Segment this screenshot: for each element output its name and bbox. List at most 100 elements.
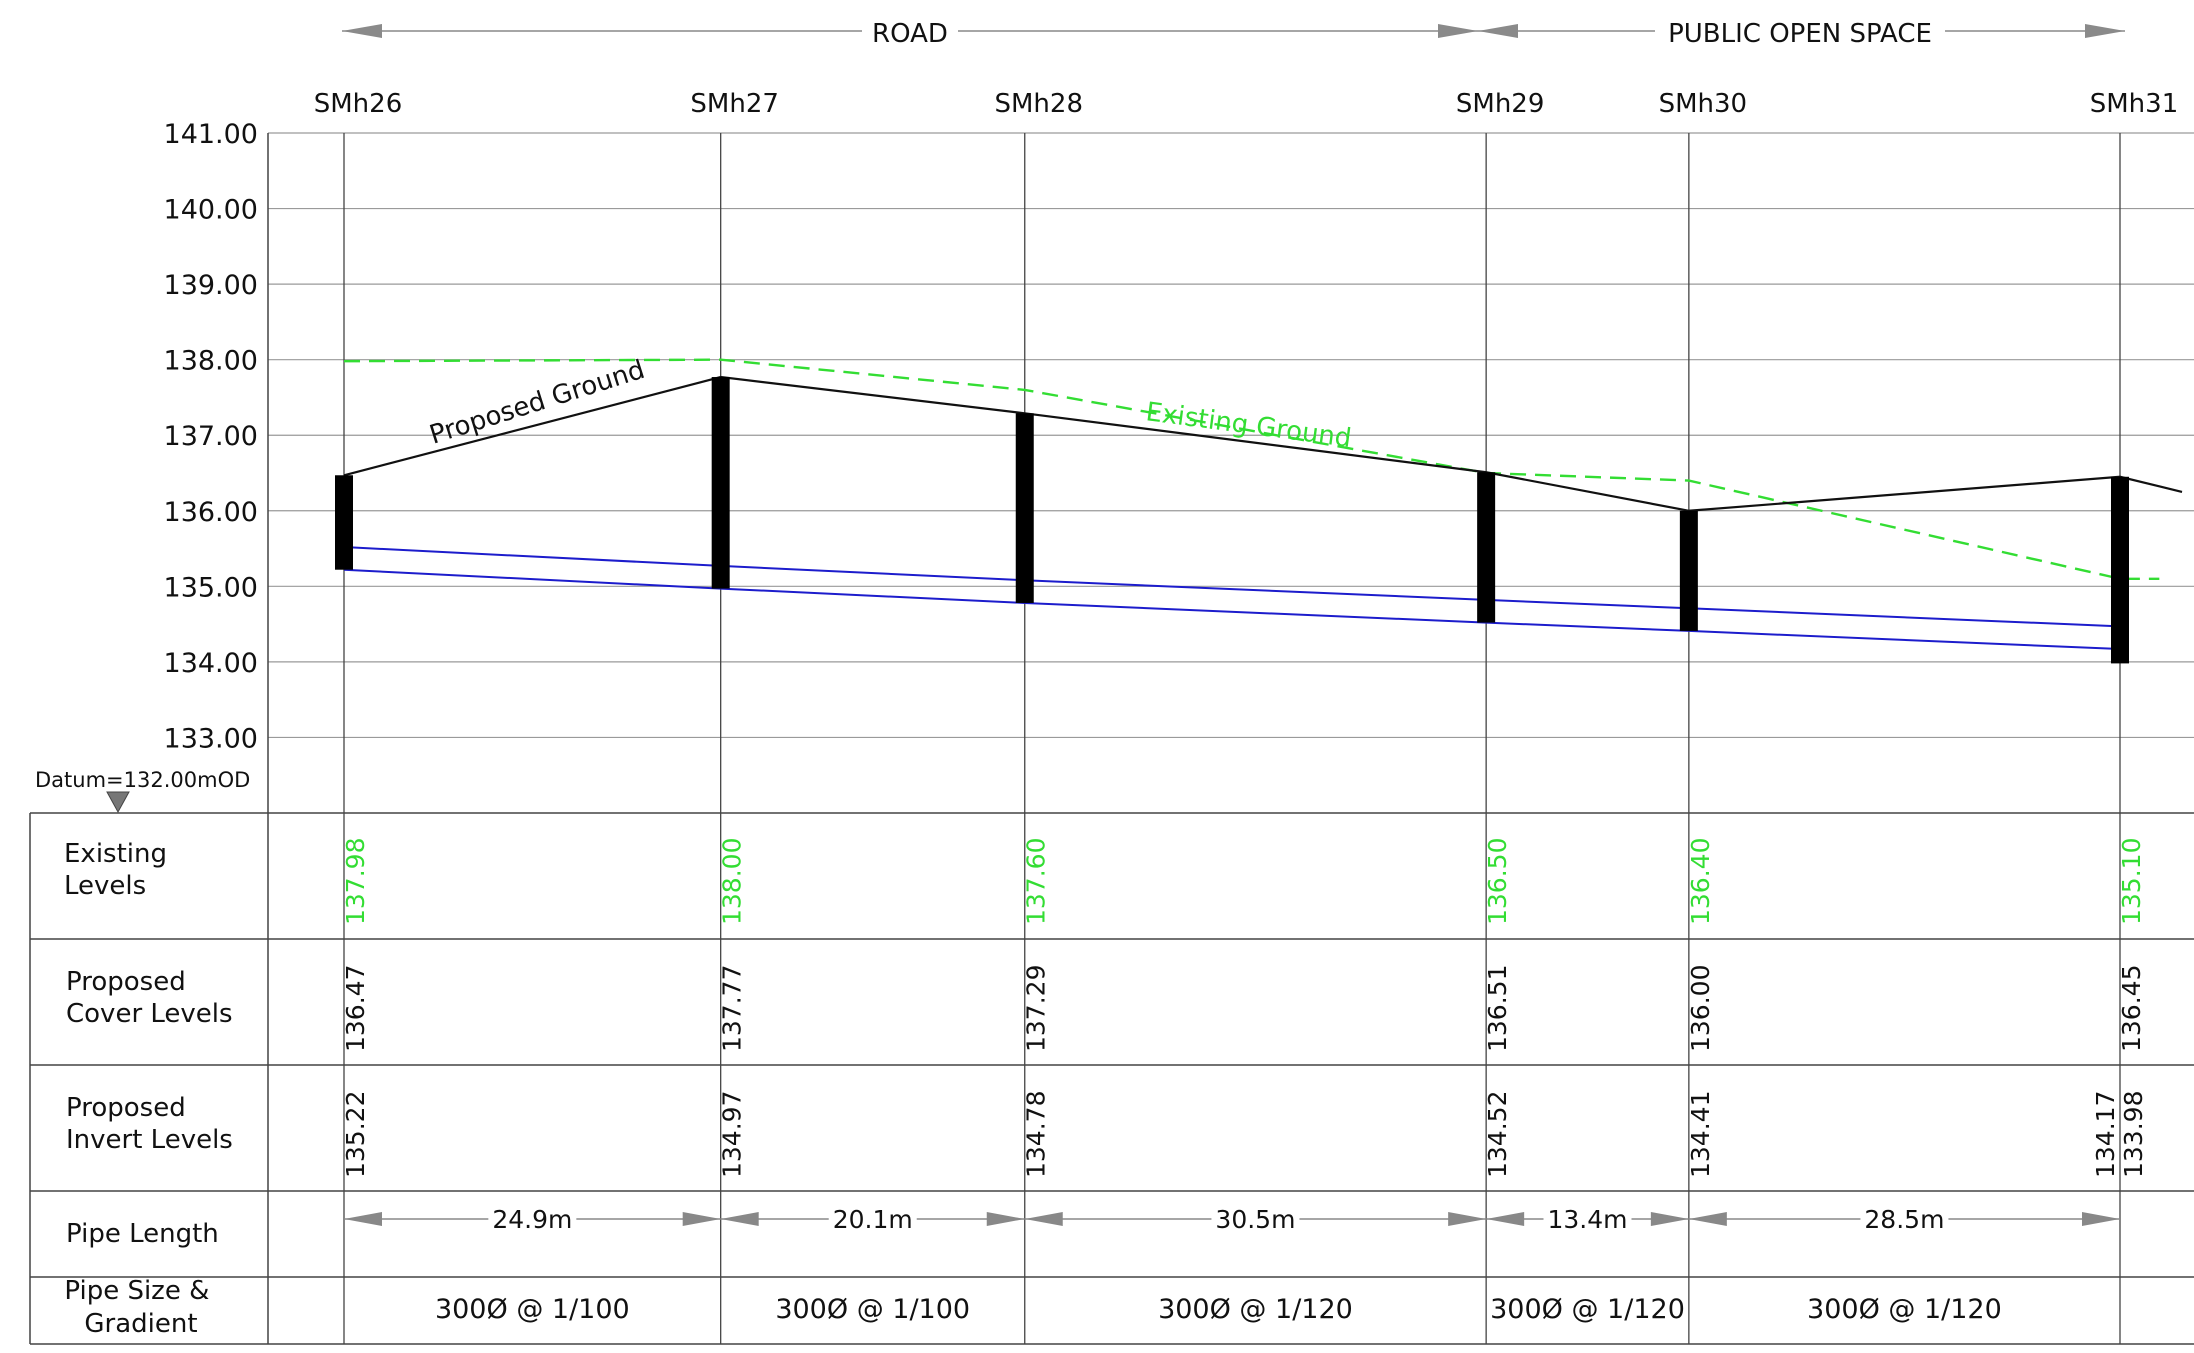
dimension-arrow-right-icon <box>986 1212 1025 1226</box>
y-tick-label: 137.00 <box>164 421 258 452</box>
manhole-shafts <box>335 377 2129 664</box>
table-values: 137.98 136.47 135.22 138.00 137.77 134.97 137.… <box>341 838 2148 1178</box>
zone-road: ROAD <box>342 14 1478 49</box>
cover-level-value: 136.47 <box>341 965 370 1052</box>
pipe-length-value: 24.9m <box>492 1205 572 1234</box>
existing-ground-annotation: Existing Ground <box>1144 397 1353 454</box>
pipe-size-value: 300Ø @ 1/120 <box>1807 1294 2002 1325</box>
manhole-label: SMh26 <box>314 89 403 119</box>
pipe-invert-line <box>720 587 1025 604</box>
y-tick-label: 138.00 <box>164 346 258 377</box>
manhole-shaft <box>335 475 353 570</box>
existing-level-value: 138.00 <box>718 838 747 925</box>
y-tick-label: 133.00 <box>164 723 258 754</box>
datum-marker: Datum=132.00mOD <box>35 768 250 814</box>
manhole-label: SMh31 <box>2090 89 2179 119</box>
existing-level-value: 136.50 <box>1483 838 1512 925</box>
pipe-length-value: 28.5m <box>1864 1205 1944 1234</box>
level-axis: 141.00 140.00 139.00 138.00 137.00 136.00 135.… <box>164 119 269 813</box>
pipe-size-value: 300Ø @ 1/120 <box>1490 1294 1685 1325</box>
y-tick-label: 136.00 <box>164 497 258 528</box>
dimension-arrow-left-icon <box>344 1212 382 1226</box>
invert-level-value: 133.98 <box>2119 1091 2148 1178</box>
invert-level-value: 135.22 <box>341 1091 370 1178</box>
cover-level-value: 137.29 <box>1022 965 1051 1052</box>
pipe-length-value: 13.4m <box>1547 1205 1627 1234</box>
dimension-arrow-right-icon <box>1650 1212 1689 1226</box>
cover-level-value: 136.00 <box>1686 965 1715 1052</box>
existing-level-value: 137.60 <box>1022 838 1051 925</box>
manhole-label: SMh30 <box>1659 89 1748 119</box>
row-labels: Existing Levels Proposed Cover Levels Pr… <box>64 839 233 1339</box>
row-label-pipe-size: Pipe Size & Gradient <box>64 1276 217 1339</box>
row-label-pipe-length: Pipe Length <box>66 1219 219 1249</box>
row-label-proposed-cover: Proposed Cover Levels <box>66 967 233 1029</box>
proposed-ground-line <box>343 375 2183 512</box>
manhole-labels: SMh26 SMh27 SMh28 SMh29 SMh30 SMh31 <box>314 89 2179 119</box>
cover-level-value: 137.77 <box>718 965 747 1052</box>
existing-level-value: 137.98 <box>341 838 370 925</box>
invert-level-value: 134.17 <box>2091 1091 2120 1178</box>
pipe-soffit-line <box>343 546 721 567</box>
cover-level-value: 136.45 <box>2117 965 2146 1052</box>
pipe-soffit-line <box>1024 579 1487 601</box>
dimension-label-background <box>1543 1202 1632 1232</box>
invert-level-value: 134.41 <box>1686 1091 1715 1178</box>
y-tick-label: 140.00 <box>164 195 258 226</box>
pipe-soffit-line <box>1688 607 2121 628</box>
pipe-length-value: 30.5m <box>1215 1205 1295 1234</box>
proposed-ground-annotation: Proposed Ground <box>426 355 648 451</box>
datum-triangle-icon <box>106 791 130 814</box>
level-gridlines <box>268 132 2194 739</box>
dimension-label-background <box>488 1202 577 1232</box>
dimension-arrow-left-icon <box>720 1212 759 1226</box>
pipe-soffit-line <box>1486 598 1689 610</box>
y-tick-label: 139.00 <box>164 270 258 301</box>
manhole-label: SMh29 <box>1456 89 1545 119</box>
manhole-shaft <box>711 377 730 589</box>
manhole-shaft <box>1015 413 1034 603</box>
pipe-size-labels: 300Ø @ 1/100 300Ø @ 1/100 300Ø @ 1/120 300Ø… <box>435 1294 2002 1325</box>
invert-level-value: 134.78 <box>1022 1091 1051 1178</box>
dimension-label-background <box>828 1202 917 1232</box>
pipe-invert-line <box>343 568 721 590</box>
cover-level-value: 136.51 <box>1483 965 1512 1052</box>
datum-label: Datum=132.00mOD <box>35 768 250 792</box>
manhole-shaft <box>1679 510 1698 631</box>
manhole-chainage-lines <box>343 133 2121 1344</box>
zone-public-open-space-label: PUBLIC OPEN SPACE <box>1668 19 1932 49</box>
pipe-invert-line <box>1486 621 1689 632</box>
pipe-size-value: 300Ø @ 1/120 <box>1158 1294 1353 1325</box>
existing-level-value: 136.40 <box>1686 838 1715 925</box>
manhole-shaft <box>2111 476 2129 664</box>
dimension-arrow-right-icon <box>1448 1212 1487 1226</box>
invert-level-value: 134.52 <box>1483 1091 1512 1178</box>
pipe-invert-line <box>1688 629 2121 651</box>
pipe-invert-line <box>1024 601 1487 624</box>
dimension-label-background <box>1860 1202 1949 1232</box>
dimension-arrow-left-icon <box>1024 1212 1063 1226</box>
manhole-shaft <box>1477 472 1496 623</box>
pipe-size-value: 300Ø @ 1/100 <box>775 1294 970 1325</box>
proposed-ground-series <box>343 375 2183 512</box>
manhole-label: SMh27 <box>690 89 779 119</box>
dimension-arrow-right-icon <box>682 1212 721 1226</box>
y-tick-label: 141.00 <box>164 119 258 150</box>
dimension-arrow-right-icon <box>2082 1212 2120 1226</box>
pipe-run <box>343 546 2121 651</box>
existing-level-value: 135.10 <box>2117 838 2146 925</box>
y-tick-label: 134.00 <box>164 648 258 679</box>
row-label-proposed-invert: Proposed Invert Levels <box>66 1093 233 1155</box>
zone-indicators: ROAD PUBLIC OPEN SPACE <box>342 14 2125 49</box>
dimension-arrow-left-icon <box>1688 1212 1727 1226</box>
dimension-label-background <box>1211 1202 1300 1232</box>
pipe-length-value: 20.1m <box>833 1205 913 1234</box>
zone-public-open-space: PUBLIC OPEN SPACE <box>1478 14 2125 49</box>
row-label-existing: Existing Levels <box>64 839 175 901</box>
pipe-length-dimensions: 24.9m 20.1m 30.5m 13.4m 28.5m <box>344 1202 2120 1234</box>
pipe-size-value: 300Ø @ 1/100 <box>435 1294 630 1325</box>
manhole-label: SMh28 <box>994 89 1083 119</box>
zone-road-label: ROAD <box>872 19 948 49</box>
